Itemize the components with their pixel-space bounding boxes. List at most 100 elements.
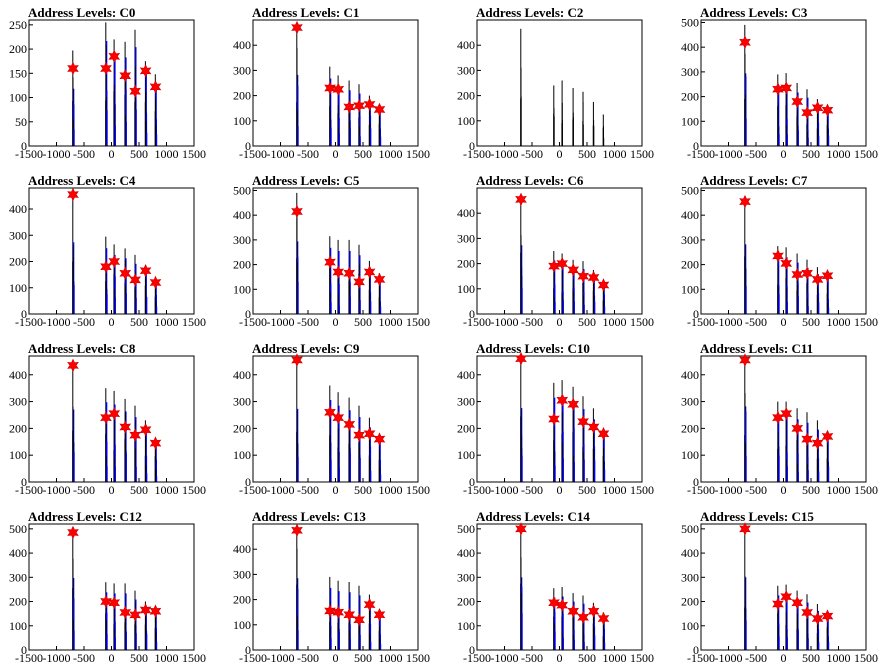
x-tick-label: -1500	[687, 483, 715, 497]
star-icon	[567, 263, 580, 277]
x-tick-label: 0	[333, 147, 339, 161]
star-icon	[811, 101, 824, 115]
y-tick-label: 150	[9, 66, 27, 80]
x-tick-label: -1000	[267, 651, 295, 665]
x-tick-label: 1500	[182, 483, 206, 497]
x-tick-label: 500	[130, 315, 148, 329]
star-icon	[587, 420, 600, 434]
x-tick-label: 0	[781, 483, 787, 497]
x-tick-label: -1500	[15, 483, 43, 497]
x-tick-label: 1000	[155, 651, 179, 665]
star-icon	[515, 351, 527, 366]
x-tick-label: -1000	[491, 483, 519, 497]
x-tick-label: 1000	[603, 315, 627, 329]
star-icon	[811, 272, 824, 287]
y-tick-label: 0	[469, 643, 475, 657]
x-tick-label: 1500	[854, 483, 878, 497]
chart-title: Address Levels: C11	[700, 341, 813, 356]
plot-frame	[28, 355, 195, 483]
plot-frame	[476, 187, 643, 315]
star-icon	[343, 266, 356, 280]
star-icon	[353, 613, 365, 627]
star-icon	[363, 597, 376, 612]
plot-frame	[252, 19, 419, 147]
x-tick-label: -1000	[43, 147, 71, 161]
y-tick-label: 200	[9, 595, 27, 609]
star-icon	[587, 604, 600, 618]
x-tick-label: 0	[109, 651, 115, 665]
y-tick-label: 300	[457, 231, 475, 245]
chart-panel-13: Address Levels: C13 0 100 200 300 400 -1500 -10…	[233, 509, 430, 665]
star-icon	[515, 522, 527, 536]
star-icon	[772, 597, 784, 611]
star-icon	[291, 353, 303, 367]
x-tick-label: -500	[73, 483, 95, 497]
y-tick-label: 300	[681, 570, 699, 584]
y-tick-label: 0	[693, 475, 699, 489]
star-icon	[373, 272, 386, 287]
y-tick-label: 100	[457, 619, 475, 633]
y-tick-label: 400	[681, 208, 699, 222]
y-tick-label: 0	[469, 475, 475, 489]
x-tick-label: -500	[745, 147, 767, 161]
chart-panel-3: Address Levels: C30100200300400500-1500-…	[681, 5, 878, 161]
x-tick-label: 1000	[603, 483, 627, 497]
star-icon	[149, 80, 162, 94]
x-tick-label: -1500	[15, 651, 43, 665]
x-tick-label: 0	[333, 315, 339, 329]
plot-frame	[252, 523, 419, 651]
x-tick-label: 1500	[406, 147, 430, 161]
chart-title: Address Levels: C0	[28, 5, 135, 20]
star-icon	[108, 406, 121, 421]
star-icon	[291, 523, 303, 538]
x-tick-label: 0	[781, 315, 787, 329]
x-tick-label: 1500	[630, 651, 654, 665]
y-tick-label: 100	[9, 281, 27, 295]
y-tick-label: 300	[681, 65, 699, 79]
chart-panel-6: Address Levels: C6 0 100 200 300 400 -1500 -100…	[457, 173, 654, 329]
star-icon	[801, 105, 813, 120]
x-tick-label: -500	[297, 147, 319, 161]
y-tick-label: 0	[21, 643, 27, 657]
y-tick-label: 0	[245, 475, 251, 489]
star-icon	[515, 192, 527, 207]
x-tick-label: 1500	[406, 483, 430, 497]
x-tick-label: -1000	[715, 147, 743, 161]
y-tick-label: 500	[457, 522, 475, 536]
star-icon	[129, 84, 141, 98]
x-tick-label: -500	[521, 651, 543, 665]
star-icon	[100, 61, 112, 76]
chart-title: Address Levels: C7	[700, 173, 808, 188]
x-tick-label: 1000	[603, 147, 627, 161]
x-tick-label: -1000	[715, 315, 743, 329]
y-tick-label: 400	[9, 368, 27, 382]
y-tick-label: 200	[681, 258, 699, 272]
star-icon	[149, 275, 162, 290]
star-icon	[791, 94, 804, 109]
x-tick-label: -500	[745, 315, 767, 329]
star-icon	[343, 608, 356, 622]
y-tick-label: 300	[457, 395, 475, 409]
star-icon	[548, 412, 560, 426]
chart-panel-11: Address Levels: C11 0 100 200 300 400 -1500 -10…	[681, 341, 878, 497]
y-tick-label: 300	[233, 567, 251, 581]
star-icon	[587, 270, 600, 285]
chart-title: Address Levels: C2	[476, 5, 583, 20]
x-tick-label: 1500	[182, 315, 206, 329]
x-tick-label: -1000	[491, 651, 519, 665]
y-tick-label: 0	[693, 139, 699, 153]
y-tick-label: 200	[233, 421, 251, 435]
chart-panel-5: Address Levels: C50100200300400500-1500-…	[233, 173, 430, 329]
y-tick-label: 200	[681, 90, 699, 104]
y-tick-label: 100	[681, 619, 699, 633]
x-tick-label: -1500	[687, 147, 715, 161]
chart-panel-12: Address Levels: C12 0 100 200 300 400 500 -1500…	[9, 509, 206, 665]
x-tick-label: 0	[557, 483, 563, 497]
x-tick-label: 1000	[827, 483, 851, 497]
chart-panel-9: Address Levels: C9 0 100 200 300 400 -1500 -100…	[233, 341, 430, 497]
y-tick-label: 200	[457, 257, 475, 271]
x-tick-label: 1000	[379, 147, 403, 161]
x-tick-label: 0	[557, 651, 563, 665]
x-tick-label: -1000	[43, 315, 71, 329]
star-icon	[149, 436, 162, 450]
